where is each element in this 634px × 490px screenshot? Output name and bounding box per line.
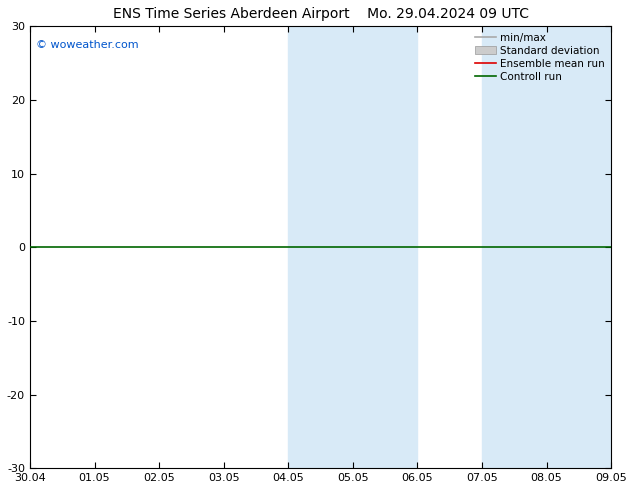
Bar — [482, 26, 547, 468]
Bar — [353, 26, 417, 468]
Bar — [547, 26, 611, 468]
Legend: min/max, Standard deviation, Ensemble mean run, Controll run: min/max, Standard deviation, Ensemble me… — [471, 28, 609, 86]
Text: © woweather.com: © woweather.com — [36, 40, 138, 49]
Title: ENS Time Series Aberdeen Airport    Mo. 29.04.2024 09 UTC: ENS Time Series Aberdeen Airport Mo. 29.… — [113, 7, 529, 21]
Bar — [288, 26, 353, 468]
